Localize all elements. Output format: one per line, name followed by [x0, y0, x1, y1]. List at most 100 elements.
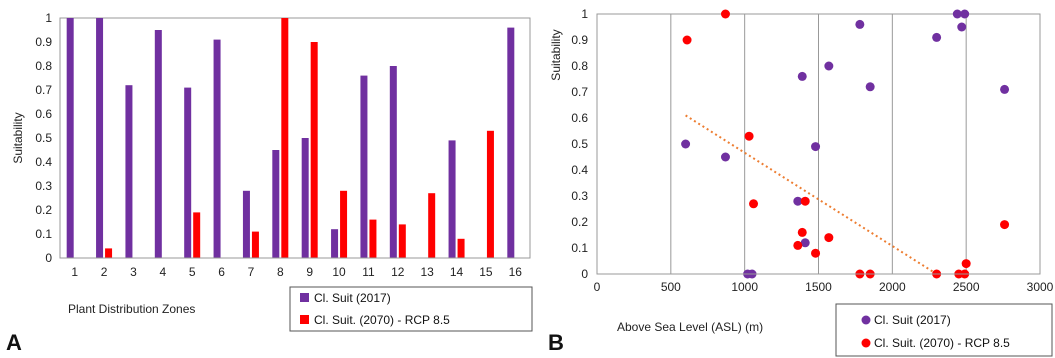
panel-a-bar-2017	[154, 30, 162, 258]
panel-b-point-2017	[797, 71, 807, 81]
panel-a-bar-2070	[340, 190, 348, 258]
panel-b-x-tick-label: 1500	[805, 280, 832, 294]
panel-a-x-tick-label: 5	[189, 265, 196, 279]
panel-b-point-2070	[1000, 220, 1010, 230]
panel-b-point-2070	[961, 259, 971, 269]
panel-b-point-2017	[865, 82, 875, 92]
panel-a-x-tick-label: 2	[101, 265, 108, 279]
panel-b-x-tick-label: 2500	[953, 280, 980, 294]
panel-a-x-tick-label: 8	[277, 265, 284, 279]
panel-a-bar-2017	[184, 87, 192, 258]
panel-b-chart: 0 0.1 0.2 0.3 0.4 0.5 0.6 0.7 0.8 0.9 1 0 500 1000 15…	[548, 7, 1054, 357]
panel-a-bar-2070	[193, 212, 201, 258]
panel-b-y-tick-label: 0.1	[571, 241, 588, 255]
panel-b-point-2017	[681, 139, 691, 149]
panel-b-legend-box	[835, 303, 1053, 357]
panel-b-point-2017	[793, 196, 803, 206]
panel-a-x-tick-label: 9	[306, 265, 313, 279]
panel-a-bar-2017	[507, 27, 515, 258]
panel-b-legend-label-2017: Cl. Suit (2017)	[874, 313, 951, 327]
panel-b-y-tick-label: 0.9	[571, 33, 588, 47]
panel-b-point-2070	[800, 196, 810, 206]
panel-a-bar-2017	[448, 140, 456, 258]
panel-a-x-tick-label: 10	[332, 265, 346, 279]
panel-b-point-2070	[824, 233, 834, 243]
panel-a-y-tick-label: 0.7	[35, 83, 52, 97]
panel-b-point-2017	[960, 9, 970, 19]
panel-a-bar-2017	[242, 190, 250, 258]
panel-a-bar-2017	[213, 39, 221, 258]
panel-b-legend: Cl. Suit (2017) Cl. Suit. (2070) - RCP 8…	[835, 303, 1053, 357]
panel-b-point-2017	[952, 9, 962, 19]
panel-a-legend-swatch-2070	[300, 315, 309, 324]
panel-a-x-tick-label: 6	[218, 265, 225, 279]
panel-b-point-2070	[749, 199, 759, 209]
panel-a-x-tick-label: 11	[362, 265, 375, 279]
panel-b-y-tick-label: 0.6	[571, 111, 588, 125]
panel-b-point-2017	[932, 32, 942, 42]
panel-b-point-2070	[720, 9, 730, 19]
panel-b-trendline	[685, 114, 938, 275]
panel-a-y-tick-label: 0.6	[35, 107, 52, 121]
panel-a-bar-2070	[486, 130, 494, 258]
panel-a-y-tick-label: 0.8	[35, 59, 52, 73]
panel-a-y-tick-label: 0.9	[35, 35, 52, 49]
panel-a-bar-2017	[125, 85, 133, 258]
panel-b-x-ticks: 0 500 1000 1500 2000 2500 3000	[594, 280, 1054, 294]
panel-b-y-tick-label: 0.3	[571, 189, 588, 203]
panel-a-x-tick-label: 12	[391, 265, 405, 279]
panel-b-y-tick-label: 0	[581, 267, 588, 281]
panel-a-bar-2017	[389, 66, 397, 258]
panel-b-x-tick-label: 1000	[731, 280, 758, 294]
panel-a-x-tick-label: 7	[248, 265, 255, 279]
panel-a-y-tick-label: 1	[45, 11, 52, 25]
panel-b-legend-marker-2017	[861, 315, 871, 325]
panel-a-legend-swatch-2017	[300, 293, 309, 302]
panel-b-x-tick-label: 3000	[1027, 280, 1054, 294]
panel-b-vertical-gridlines	[596, 14, 1041, 274]
panel-a-bars	[66, 18, 515, 258]
panel-a-y-axis-title: Suitability	[11, 112, 25, 163]
panel-a-bar-2070	[428, 193, 436, 258]
panel-a-y-ticks: 0 0.1 0.2 0.3 0.4 0.5 0.6 0.7 0.8 0.9 1	[35, 11, 52, 265]
panel-a-legend-label-2017: Cl. Suit (2017)	[314, 291, 391, 305]
panel-b-x-tick-label: 2000	[879, 280, 906, 294]
panel-a-x-tick-label: 14	[450, 265, 464, 279]
panel-a-legend-box	[289, 286, 533, 332]
panel-b-point-2070	[744, 131, 754, 141]
panel-b-y-tick-label: 1	[581, 7, 588, 21]
panel-a-x-tick-label: 3	[130, 265, 137, 279]
panel-a-x-tick-label: 1	[71, 265, 78, 279]
panel-b-x-axis-title: Above Sea Level (ASL) (m)	[617, 320, 763, 334]
panel-a-letter: A	[6, 330, 22, 355]
panel-a-bar-2070	[310, 42, 318, 258]
panel-a-y-tick-label: 0.5	[35, 131, 52, 145]
panel-b-y-tick-label: 0.4	[571, 163, 588, 177]
panel-a-x-axis-title: Plant Distribution Zones	[68, 302, 195, 316]
panel-b-point-2017	[1000, 84, 1010, 94]
panel-b-point-2070	[682, 35, 692, 45]
panel-a-y-tick-label: 0.1	[35, 227, 52, 241]
panel-a-bar-2017	[331, 229, 339, 258]
panel-a-bar-2070	[398, 224, 406, 258]
panel-b-legend-marker-2070	[861, 338, 871, 348]
panel-a-bar-2070	[281, 18, 289, 258]
panel-a-legend-label-2070: Cl. Suit. (2070) - RCP 8.5	[314, 313, 450, 327]
panel-a-legend: Cl. Suit (2017) Cl. Suit. (2070) - RCP 8…	[289, 286, 533, 332]
panel-b-point-2070	[797, 227, 807, 237]
panel-a-y-tick-label: 0.2	[35, 203, 52, 217]
panel-b-point-2017	[811, 142, 821, 152]
panel-b-point-2070	[811, 248, 821, 258]
panel-a-x-ticks: 1 2 3 4 5 6 7 8 9 10 11 12 13 14 15 16	[71, 265, 522, 279]
panel-b-point-2070	[793, 240, 803, 250]
panel-b-point-2017	[800, 238, 810, 248]
panel-b-point-2017	[720, 152, 730, 162]
panel-a-bar-2070	[105, 248, 113, 258]
panel-a-bar-2070	[369, 219, 377, 258]
panel-a-x-tick-label: 15	[479, 265, 493, 279]
panel-b-point-2017	[855, 19, 865, 29]
panel-b-x-tick-label: 500	[661, 280, 681, 294]
panel-a-bar-2017	[360, 75, 368, 258]
